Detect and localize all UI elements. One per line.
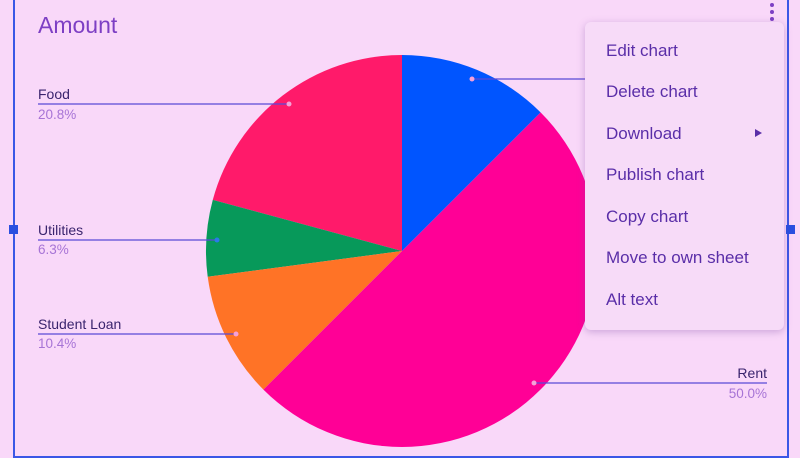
slice-percent-label: 50.0% (729, 386, 767, 401)
leader-dot (233, 331, 239, 337)
menu-item-delete-chart[interactable]: Delete chart (606, 82, 698, 101)
slice-label: Food (38, 86, 70, 102)
slice-label: Student Loan (38, 316, 121, 332)
menu-item-publish-chart[interactable]: Publish chart (606, 165, 705, 184)
slice-percent-label: 10.4% (38, 336, 76, 351)
slice-percent-label: 6.3% (38, 242, 69, 257)
resize-handle-left[interactable] (9, 225, 18, 234)
chevron-right-icon (755, 129, 762, 137)
leader-dot (286, 101, 292, 107)
menu-item-alt-text[interactable]: Alt text (606, 290, 658, 309)
pie-slice[interactable] (402, 54, 541, 251)
pie-slice[interactable] (212, 55, 402, 251)
leader-dot (531, 380, 537, 386)
slice-label: Utilities (38, 222, 83, 238)
resize-handle-right[interactable] (786, 225, 795, 234)
pie-slice[interactable] (207, 251, 402, 390)
chart-title: Amount (38, 12, 118, 38)
menu-item-copy-chart[interactable]: Copy chart (606, 207, 689, 226)
leader-dot (469, 76, 475, 82)
slice-percent-label: 20.8% (38, 107, 76, 122)
menu-item-download[interactable]: Download (585, 114, 784, 154)
pie-slice[interactable] (263, 112, 598, 447)
more-vert-icon[interactable] (766, 0, 778, 24)
menu-item-move-to-own-sheet[interactable]: Move to own sheet (606, 248, 749, 267)
leader-dot (214, 237, 220, 243)
chart-context-menu: Edit chart Delete chart Download Publish… (585, 22, 784, 330)
slice-label: Rent (737, 365, 767, 381)
menu-item-edit-chart[interactable]: Edit chart (606, 41, 678, 60)
pie-slice[interactable] (205, 199, 402, 277)
